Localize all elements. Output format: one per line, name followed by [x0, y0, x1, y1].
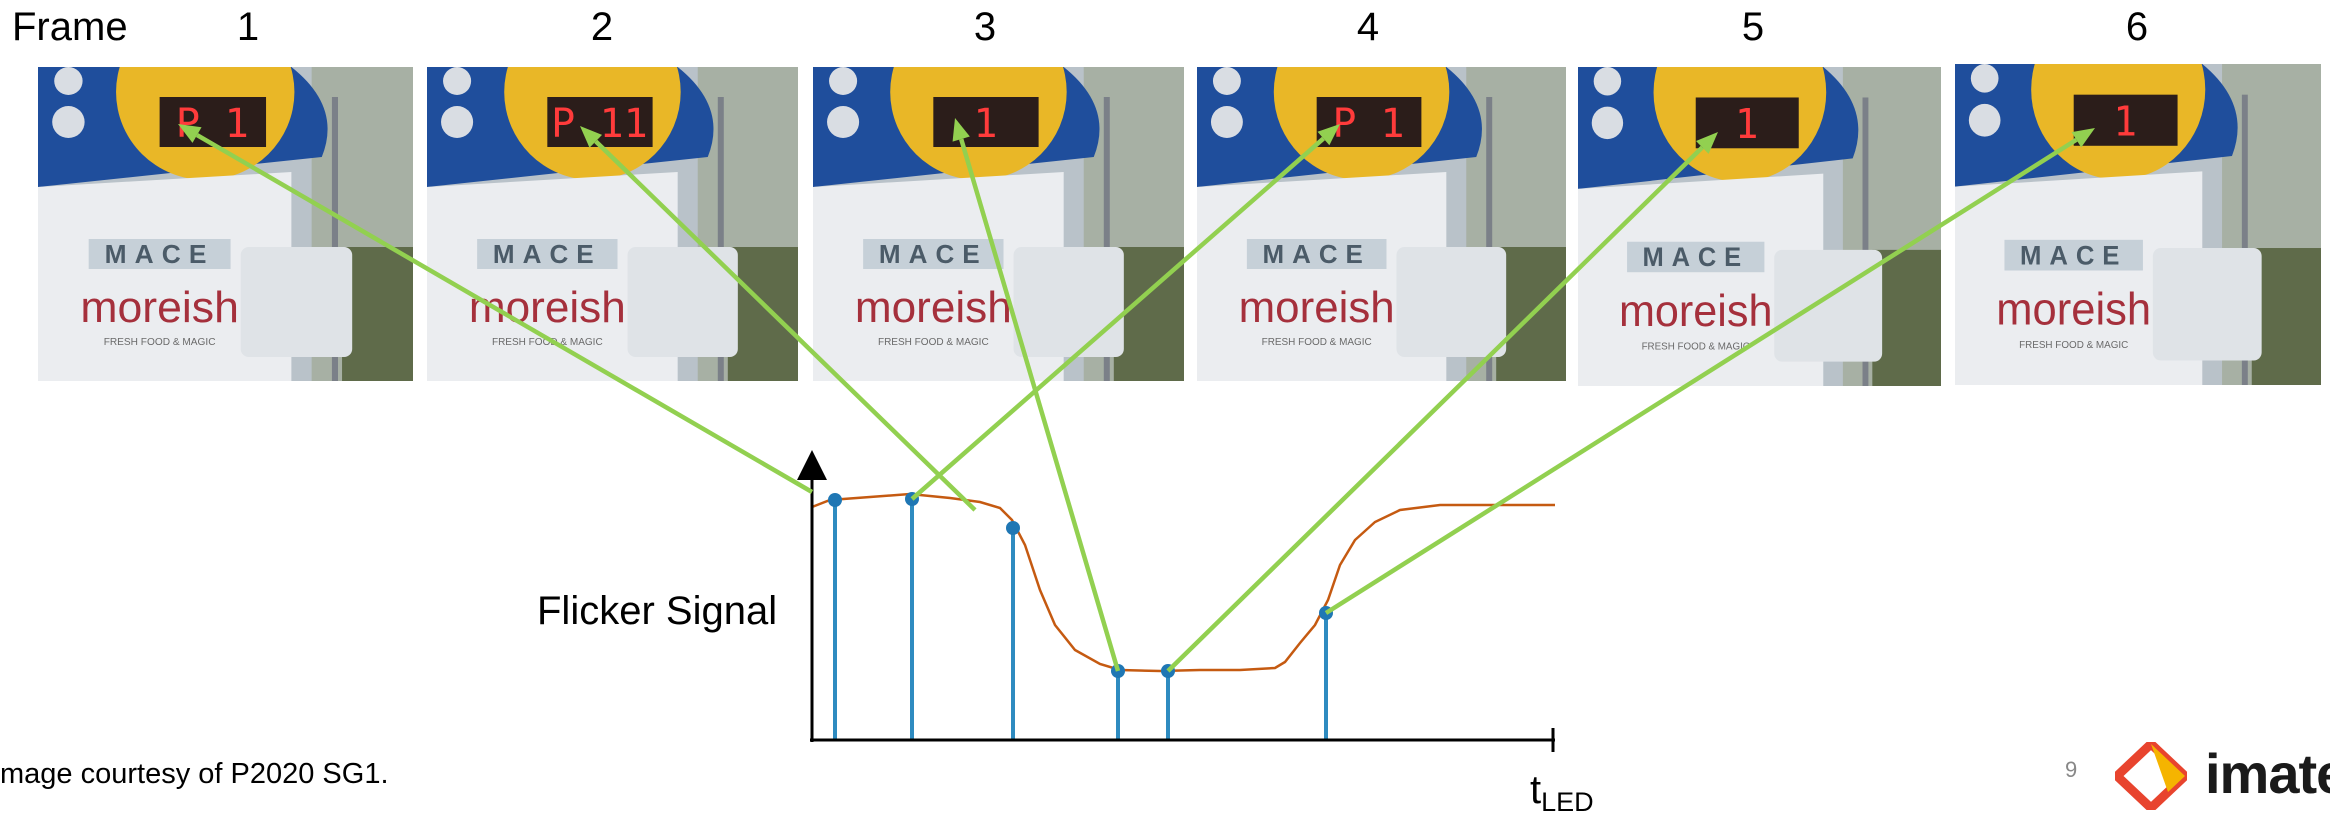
sample-arrow-4 — [959, 138, 1121, 672]
sample-point-3 — [1006, 521, 1020, 535]
frame-number-4: 4 — [1356, 5, 1380, 49]
led-display-text: 1 — [2113, 99, 2137, 146]
frame-thumbnail-1: P 1 MACE moreish FRESH FOOD & MAGIC — [38, 67, 413, 381]
sign-brand-text: MACE — [1642, 242, 1748, 273]
sign-small-text: FRESH FOOD & MAGIC — [104, 337, 216, 348]
sign-small-text: FRESH FOOD & MAGIC — [878, 337, 989, 348]
sign-brand-text: MACE — [105, 239, 215, 269]
flicker-signal-label: Flicker Signal — [537, 589, 778, 633]
sample-arrow-3 — [594, 139, 977, 512]
sign-slogan-text: moreish — [1619, 286, 1773, 336]
sample-arrowhead-2 — [1317, 124, 1340, 146]
sample-arrowhead-4 — [952, 118, 970, 142]
sign-slogan-text: moreish — [1996, 285, 2151, 335]
sample-arrow-6 — [1324, 137, 2078, 615]
sign-slogan-text: moreish — [855, 283, 1012, 332]
flicker-curve — [811, 492, 1555, 673]
sample-arrow-2 — [910, 136, 1325, 501]
led-display-text: P 1 — [176, 101, 249, 147]
logo-text: imate — [2205, 742, 2330, 805]
led-display-text: 1 — [973, 101, 997, 147]
frame-thumbnail-6: 1 MACE moreish FRESH FOOD & MAGIC — [1955, 64, 2321, 385]
page-number: 9 — [2065, 757, 2078, 782]
frame-number-2: 2 — [590, 5, 614, 49]
imatest-logo: imate — [2115, 740, 2330, 811]
led-display-text: 1 — [1735, 101, 1759, 148]
frame-scene: 1 MACE moreish FRESH FOOD & MAGIC — [813, 67, 1184, 381]
frame-thumbnail-4: P 1 MACE moreish FRESH FOOD & MAGIC — [1197, 67, 1566, 381]
sign-small-text: FRESH FOOD & MAGIC — [1262, 337, 1372, 348]
sample-point-1 — [828, 493, 842, 507]
sign-small-text: FRESH FOOD & MAGIC — [1642, 341, 1750, 352]
sign-slogan-text: moreish — [80, 283, 239, 332]
sign-brand-text: MACE — [2020, 240, 2127, 270]
sign-small-text: FRESH FOOD & MAGIC — [2019, 340, 2128, 351]
sample-arrow-1 — [195, 133, 814, 494]
sample-arrowhead-5 — [1695, 132, 1718, 154]
led-display-text: P 1 — [1333, 101, 1405, 147]
sample-arrowhead-3 — [580, 126, 603, 148]
frame-thumbnail-5: 1 MACE moreish FRESH FOOD & MAGIC — [1578, 67, 1941, 386]
frame-scene: P 1 MACE moreish FRESH FOOD & MAGIC — [38, 67, 413, 381]
frame-scene: 1 MACE moreish FRESH FOOD & MAGIC — [1955, 64, 2321, 385]
time-axis-label: tLED — [1530, 768, 1594, 817]
frame-label: Frame — [12, 5, 128, 49]
image-credit: mage courtesy of P2020 SG1. — [0, 758, 389, 790]
frame-thumbnail-2: P 11 MACE moreish FRESH FOOD & MAGIC — [427, 67, 798, 381]
sign-slogan-text: moreish — [1239, 283, 1395, 332]
sign-brand-text: MACE — [493, 239, 602, 269]
sample-arrowhead-1 — [178, 124, 202, 143]
logo-mark-icon — [2115, 742, 2187, 810]
frame-thumbnail-3: 1 MACE moreish FRESH FOOD & MAGIC — [813, 67, 1184, 381]
frame-number-3: 3 — [973, 5, 997, 49]
sign-brand-text: MACE — [1263, 239, 1371, 269]
led-display-text: P 11 — [551, 101, 648, 147]
frame-number-6: 6 — [2125, 5, 2149, 49]
sign-small-text: FRESH FOOD & MAGIC — [492, 337, 603, 348]
sign-brand-text: MACE — [879, 239, 988, 269]
sample-arrow-5 — [1166, 145, 1704, 673]
frame-number-5: 5 — [1741, 5, 1765, 49]
frame-number-1: 1 — [236, 5, 260, 49]
sample-arrowhead-6 — [2071, 128, 2095, 148]
